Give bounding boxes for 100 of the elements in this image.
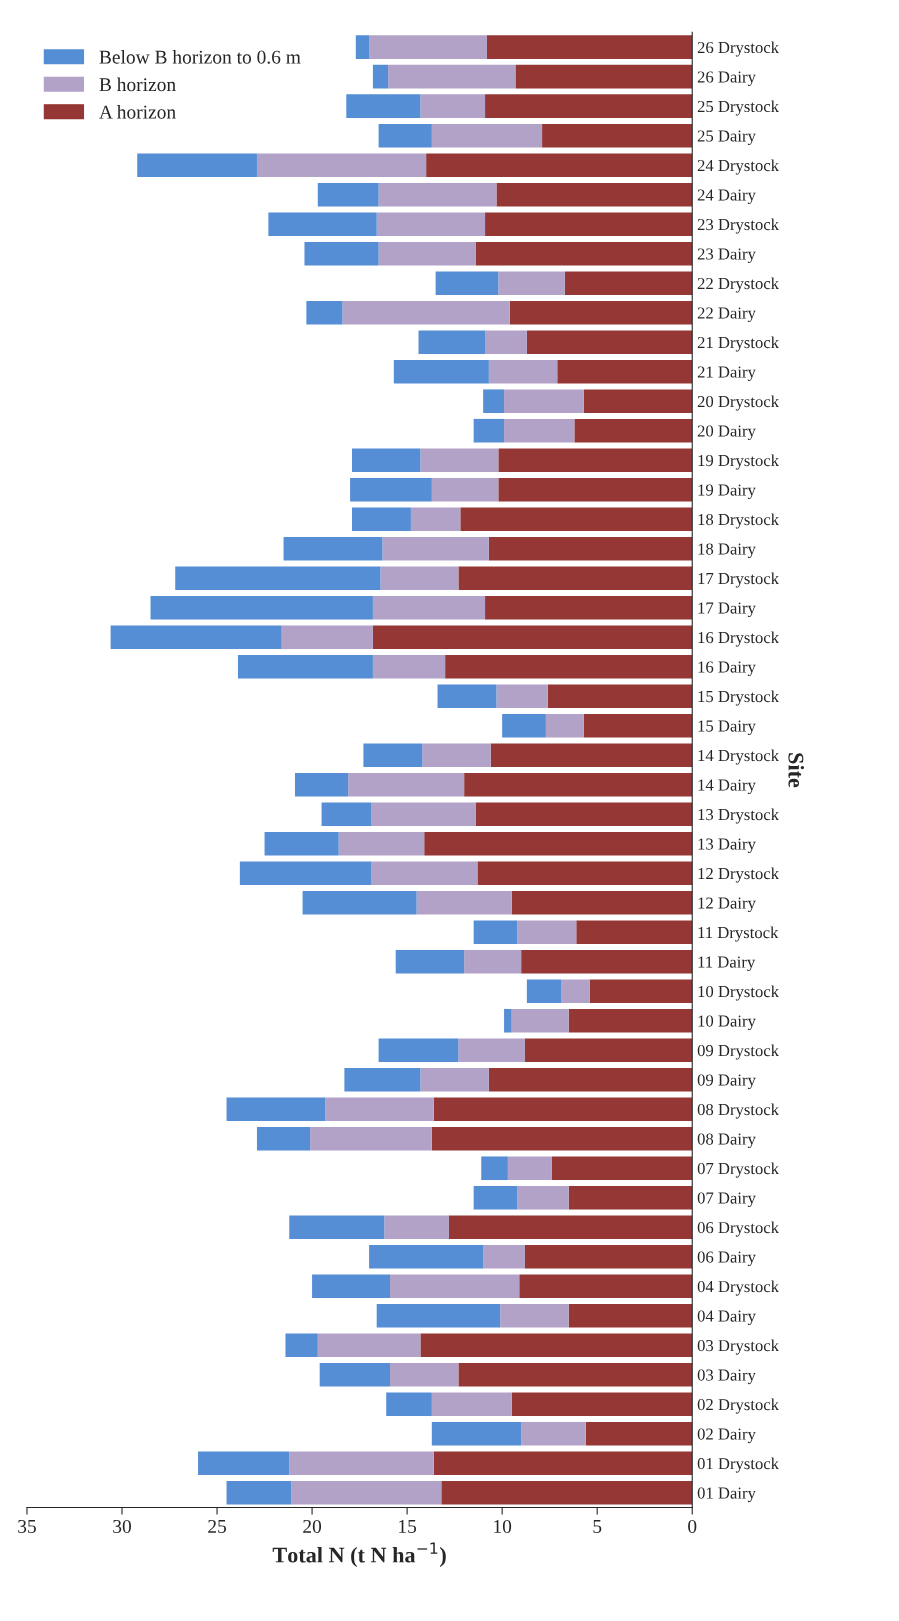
bar (239, 861, 371, 886)
y-tick-label: 14 Drystock (698, 749, 780, 765)
bar (312, 1274, 391, 1299)
y-tick-label: 19 Dairy (698, 484, 756, 500)
bar (485, 212, 693, 236)
bar (498, 271, 565, 295)
bar (110, 625, 282, 650)
bar (475, 241, 693, 266)
x-tick-label: 25 (208, 1519, 227, 1534)
bar (496, 182, 693, 207)
bar (488, 359, 558, 384)
y-tick-label: 03 Drystock (697, 1339, 780, 1355)
bar (410, 507, 461, 532)
bar (583, 713, 693, 738)
bar (521, 949, 693, 974)
bar (483, 389, 505, 413)
bar (268, 212, 377, 236)
y-tick-label: 16 Drystock (698, 631, 780, 647)
bar (551, 1156, 693, 1181)
y-tick-label: 04 Dairy (697, 1310, 756, 1326)
bar (473, 418, 505, 443)
bar (352, 448, 421, 472)
bar (437, 684, 497, 709)
bar (464, 772, 693, 797)
bar (460, 507, 693, 532)
y-tick-label: 13 Dairy (698, 838, 756, 854)
bar (264, 831, 339, 856)
bar (346, 94, 421, 118)
bar (500, 1303, 569, 1328)
bar (475, 802, 693, 827)
bar (420, 1067, 489, 1092)
bar (418, 330, 486, 354)
y-tick-label: 25 Dairy (697, 130, 756, 146)
y-tick-label: 01 Dairy (697, 1487, 756, 1503)
bar (422, 743, 491, 768)
x-axis-title: Total N (t N ha$^{−1}$) (272, 1542, 446, 1568)
bar (521, 1421, 586, 1446)
bar (390, 1274, 520, 1299)
bar (150, 595, 373, 620)
bar (509, 300, 693, 325)
y-tick-label: 03 Dairy (697, 1369, 756, 1385)
bar (319, 1362, 391, 1387)
bar (561, 979, 590, 1004)
y-tick-label: 18 Dairy (698, 543, 756, 559)
bar (568, 1303, 693, 1328)
bar (504, 1008, 512, 1033)
bar (317, 1333, 421, 1358)
y-tick-label: 15 Dairy (698, 720, 756, 736)
bar (464, 949, 522, 974)
bar (342, 300, 510, 325)
bar (395, 949, 465, 974)
y-tick-label: 23 Drystock (697, 218, 780, 234)
bar (371, 802, 476, 827)
bar (285, 1333, 318, 1358)
bar (448, 1215, 693, 1240)
bar (424, 831, 693, 856)
bar (542, 123, 693, 148)
y-tick-label: 14 Dairy (698, 779, 756, 795)
bar (390, 1362, 459, 1387)
bar (458, 566, 693, 591)
bar (302, 890, 417, 915)
y-tick-label: 26 Dairy (697, 71, 756, 87)
y-tick-label: 22 Drystock (697, 277, 780, 293)
bar (524, 1038, 693, 1063)
bar (498, 448, 693, 472)
bar (226, 1480, 292, 1505)
bar (568, 1008, 693, 1033)
legend-label: B horizon (99, 77, 176, 92)
bar (420, 94, 486, 118)
bar (526, 979, 562, 1004)
bar (445, 654, 693, 679)
bar (502, 713, 546, 738)
bar (433, 1451, 693, 1476)
bar (473, 920, 518, 945)
bar (393, 359, 489, 384)
y-tick-label: 23 Dairy (697, 248, 756, 264)
bar (519, 1274, 693, 1299)
y-tick-label: 12 Dairy (698, 897, 756, 913)
bar (488, 1067, 693, 1092)
y-tick-label: 02 Drystock (697, 1398, 780, 1414)
bar (317, 182, 379, 207)
bar (283, 536, 383, 561)
bar (369, 35, 487, 59)
bar (458, 1038, 525, 1063)
bar (574, 418, 693, 443)
y-tick-label: 07 Drystock (697, 1162, 780, 1178)
bar (325, 1097, 434, 1122)
y-tick-label: 21 Drystock (697, 336, 780, 352)
bar (511, 1008, 569, 1033)
bar (386, 1392, 432, 1417)
y-tick-label: 24 Drystock (697, 159, 780, 175)
bar (458, 1362, 693, 1387)
bar (338, 831, 425, 856)
y-tick-label: 06 Dairy (697, 1251, 756, 1267)
bar (431, 1421, 522, 1446)
bar (526, 330, 693, 354)
bar (483, 1244, 525, 1269)
bar (583, 389, 693, 413)
y-tick-label: 18 Drystock (698, 513, 780, 529)
bar (376, 212, 486, 236)
